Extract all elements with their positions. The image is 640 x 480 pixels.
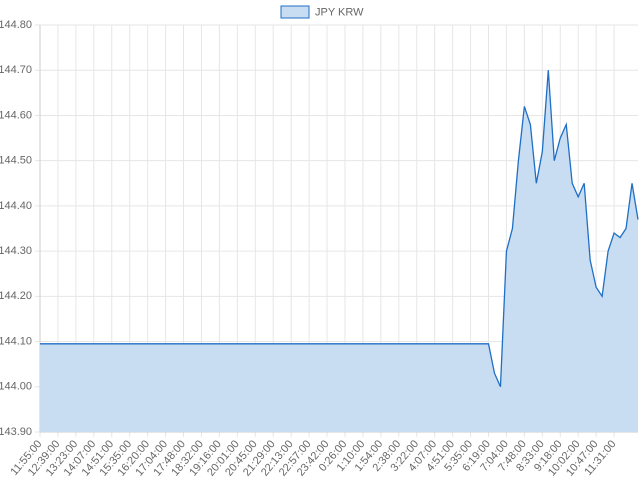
legend-swatch: [280, 5, 310, 19]
y-tick-label: 144.30: [0, 245, 32, 257]
y-tick-label: 144.50: [0, 155, 32, 167]
y-tick-label: 144.10: [0, 335, 32, 347]
y-tick-label: 144.40: [0, 200, 32, 212]
y-tick-label: 144.60: [0, 109, 32, 121]
y-tick-label: 144.20: [0, 290, 32, 302]
y-tick-label: 144.80: [0, 19, 32, 31]
y-tick-label: 143.90: [0, 426, 32, 438]
y-tick-label: 144.70: [0, 64, 32, 76]
legend-label: JPY KRW: [315, 6, 364, 18]
line: [40, 70, 639, 388]
area: [40, 70, 638, 432]
y-tick-label: 144.00: [0, 381, 32, 393]
